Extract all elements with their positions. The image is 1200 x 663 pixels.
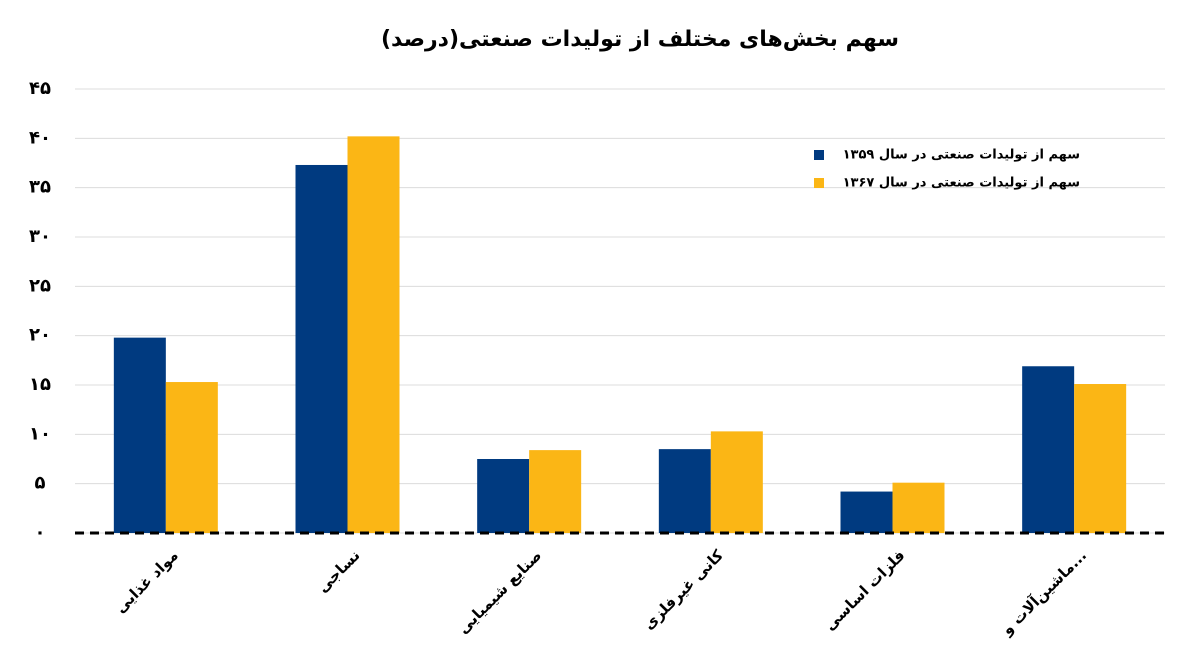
bar (295, 164, 348, 533)
bar (840, 491, 893, 533)
bar (710, 431, 763, 533)
bar (165, 382, 218, 533)
x-tick-label: فلزات اساسی (821, 546, 909, 634)
bar (1074, 384, 1127, 533)
bar (477, 459, 530, 533)
legend-swatch (814, 178, 824, 188)
bar (113, 337, 166, 533)
x-tick-label: مواد غذایی (111, 546, 181, 616)
y-tick-label: ۰ (35, 522, 46, 543)
y-tick-label: ۴۵ (29, 78, 51, 99)
y-tick-label: ۴۰ (29, 127, 51, 148)
bar (347, 136, 400, 534)
bar (658, 449, 711, 533)
x-tick-label: کانی غیرفلزی (640, 546, 727, 633)
x-tick-label: نساجی (314, 546, 364, 596)
x-tick-label: ماشین‌آلات و... (997, 546, 1090, 639)
legend-label: سهم از تولیدات صنعتی در سال ۱۳۶۷ (843, 176, 1080, 191)
y-tick-label: ۳۵ (29, 177, 51, 198)
y-tick-label: ۱۵ (29, 374, 51, 395)
y-tick-label: ۱۰ (29, 423, 51, 444)
x-tick-label: صنایع شیمیایی (454, 546, 545, 637)
legend-label: سهم از تولیدات صنعتی در سال ۱۳۵۹ (843, 148, 1080, 163)
y-tick-label: ۲۰ (29, 325, 51, 346)
y-tick-label: ۵ (35, 473, 46, 494)
bar (529, 450, 582, 533)
y-tick-label: ۲۵ (29, 275, 51, 296)
legend-swatch (814, 150, 824, 160)
bar (1022, 366, 1075, 533)
bar (892, 482, 945, 533)
y-tick-label: ۳۰ (29, 226, 51, 247)
chart-title: سهم بخش‌های مختلف از تولیدات صنعتی(درصد) (381, 27, 899, 52)
